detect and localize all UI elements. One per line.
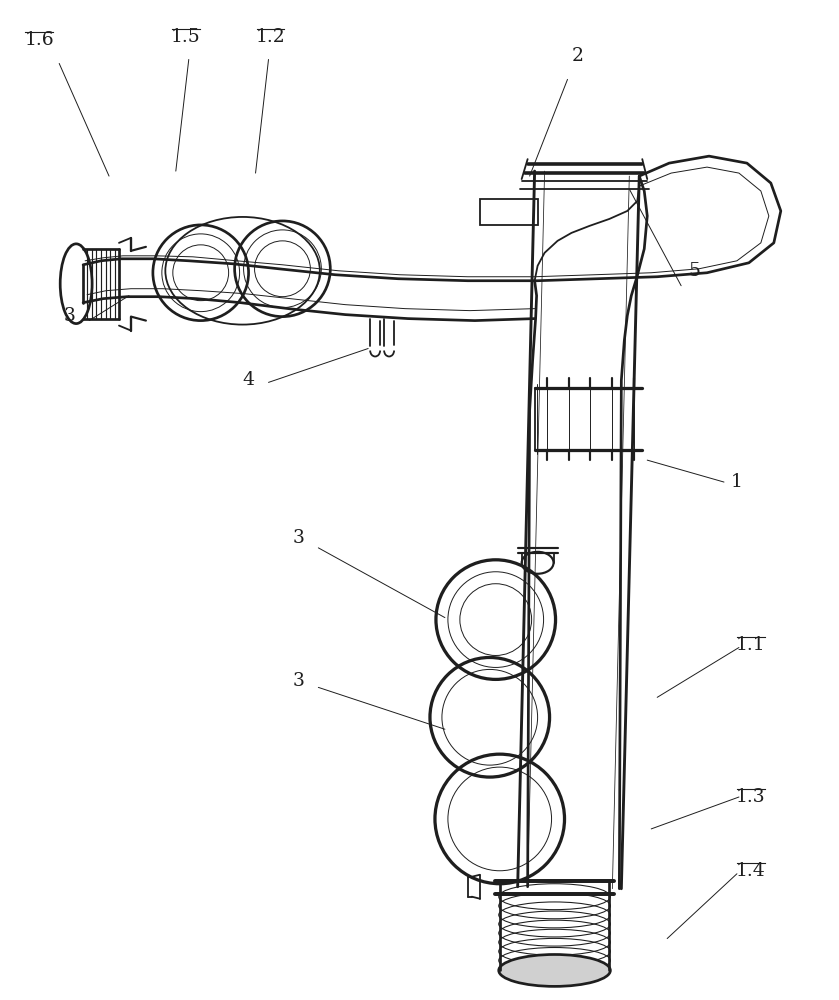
Text: 1.3: 1.3 (736, 788, 766, 806)
Text: 3: 3 (293, 529, 305, 547)
Text: 2: 2 (571, 47, 583, 65)
Text: 1.6: 1.6 (24, 31, 54, 49)
Text: 1.4: 1.4 (736, 862, 766, 880)
Text: 3: 3 (293, 672, 305, 690)
Text: 1: 1 (731, 473, 743, 491)
Text: 1.1: 1.1 (736, 636, 766, 654)
Text: 5: 5 (688, 262, 700, 280)
Ellipse shape (498, 954, 610, 986)
Text: 1.5: 1.5 (171, 28, 201, 46)
Text: 3: 3 (63, 307, 76, 325)
Text: 4: 4 (242, 371, 254, 389)
Bar (480, 199, 538, 225)
Text: 1.2: 1.2 (256, 28, 285, 46)
